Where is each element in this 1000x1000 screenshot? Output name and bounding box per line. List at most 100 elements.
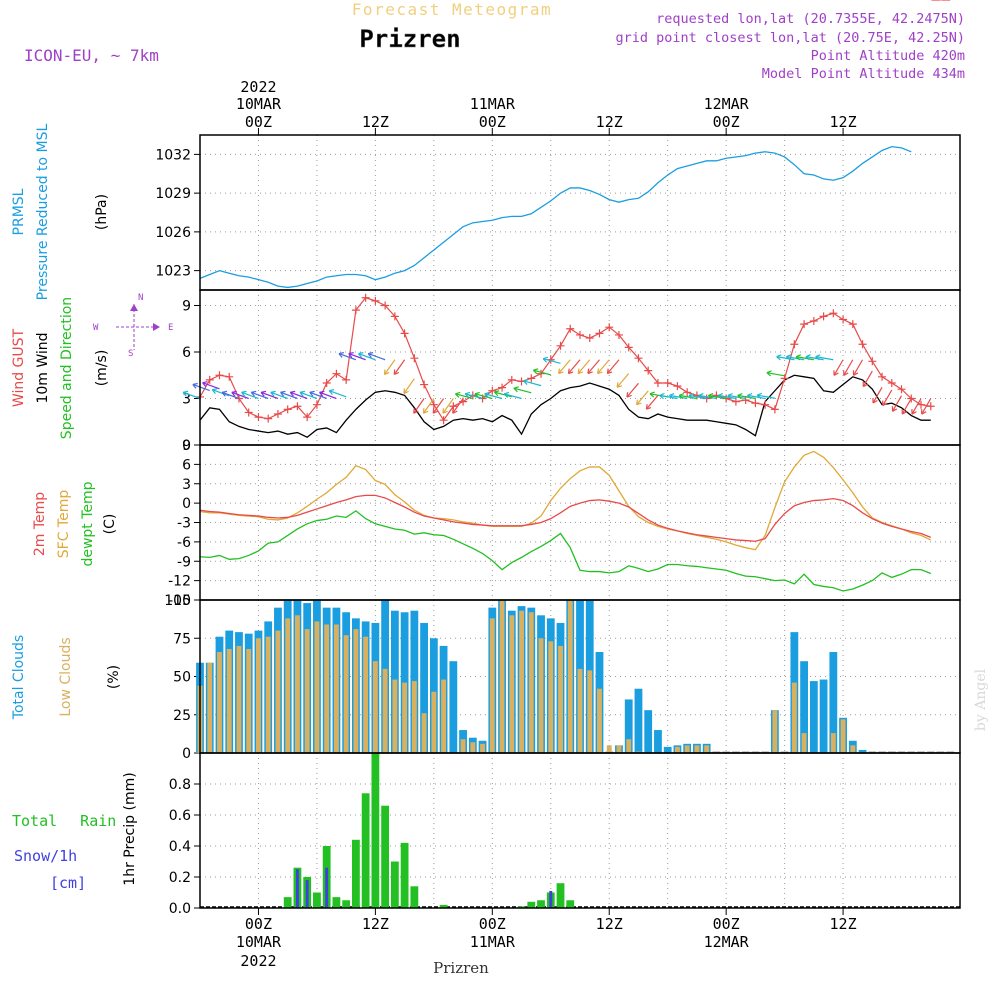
- wind-arrowhead: [270, 390, 276, 397]
- wind-direction-arrow: [862, 370, 873, 387]
- wind-direction-arrow: [513, 387, 532, 394]
- low-cloud-bar: [275, 630, 281, 753]
- wind-label: 10m Wind: [35, 332, 51, 403]
- prmsl-label: PRMSL: [11, 188, 27, 235]
- wind-arrowhead: [626, 392, 632, 398]
- wind-direction-arrow: [669, 394, 688, 400]
- wind-direction-arrow: [766, 372, 785, 377]
- wind-arrowhead: [795, 354, 802, 361]
- wind-arrowhead: [597, 368, 603, 375]
- wind-direction-arrow: [192, 383, 210, 392]
- wind-arrowhead: [413, 408, 419, 414]
- gust-marker: [897, 385, 906, 394]
- low-cloud-bar: [840, 719, 846, 753]
- low-cloud-bar: [314, 621, 320, 753]
- gust-marker: [381, 301, 390, 310]
- wind-arrowhead: [280, 390, 286, 397]
- dewpt-label: dewpt Temp: [80, 481, 96, 566]
- wind-arrowhead: [678, 393, 685, 400]
- total-cloud-bar: [809, 681, 818, 753]
- wind-direction-arrow: [796, 356, 814, 361]
- low-cloud-bar: [236, 645, 242, 753]
- wind-speed-line: [199, 374, 931, 439]
- gust-marker: [761, 400, 770, 409]
- low-cloud-bar: [324, 624, 330, 753]
- wind-arrowhead: [577, 368, 584, 375]
- clouds-unit: (%): [106, 665, 122, 689]
- low-cloud-bar: [421, 713, 427, 753]
- wind-arrowhead: [785, 354, 792, 361]
- compass-s: S: [128, 349, 133, 359]
- y-tick-label: 0.8: [169, 777, 191, 793]
- wind-arrowhead: [921, 409, 927, 415]
- total-cloud-bar: [858, 749, 867, 753]
- y-tick-label: 0: [182, 746, 191, 762]
- bottom-hour-label: 00Z: [479, 915, 506, 933]
- total-cloud-bar: [624, 699, 633, 753]
- low-cloud-bar: [470, 742, 476, 753]
- y-tick-label: 1023: [155, 264, 191, 280]
- gust-marker: [361, 293, 370, 302]
- wind-arrowhead: [843, 370, 849, 376]
- wind-arrowhead: [241, 390, 247, 397]
- snow-bar: [325, 867, 329, 908]
- y-tick-label: -12: [168, 574, 191, 590]
- top-hour-label: 00Z: [479, 113, 506, 131]
- wind-direction-arrow: [727, 394, 746, 400]
- snow-unit-label: [cm]: [50, 874, 86, 892]
- wind-direction-arrow: [260, 391, 279, 400]
- wind-arrowhead: [348, 352, 354, 358]
- wind-arrowhead: [669, 393, 675, 400]
- wind-direction-arrow: [533, 369, 551, 376]
- y-tick-label: 0: [182, 438, 191, 454]
- gust-marker: [653, 379, 662, 387]
- wind-direction-arrow: [679, 394, 698, 400]
- low-cloud-bar: [587, 670, 593, 753]
- low-cloud-bar: [567, 600, 573, 753]
- wind-arrowhead: [862, 381, 868, 388]
- wind-arrowhead: [464, 391, 471, 398]
- wind-arrowhead: [192, 382, 198, 389]
- low-cloud-bar: [509, 615, 515, 753]
- wind-direction-arrow: [423, 398, 435, 414]
- gust-marker: [371, 296, 380, 305]
- bottom-hour-label: 12Z: [362, 915, 389, 933]
- wind-direction-arrow: [319, 391, 337, 400]
- wind-direction-arrow: [270, 391, 288, 400]
- gust-marker: [429, 400, 438, 409]
- wind-arrowhead: [805, 354, 811, 361]
- sfc-temp-label: SFC Temp: [56, 490, 72, 559]
- wind-direction-arrow: [368, 353, 386, 361]
- wind-direction-arrow: [384, 359, 396, 375]
- wind-direction-arrow: [688, 394, 707, 400]
- wind-direction-arrow: [833, 359, 844, 376]
- pressure-panel: 1023 1026 1029 1032: [155, 135, 960, 290]
- total-cloud-bar: [819, 679, 828, 753]
- bottom-hour-label: 00Z: [245, 915, 272, 933]
- wind-direction-arrow: [474, 393, 493, 400]
- wind-arrowhead: [587, 368, 593, 375]
- gust-marker: [624, 343, 633, 352]
- wind-direction-arrow: [329, 390, 347, 398]
- wind-direction-arrow: [577, 359, 591, 374]
- top-date-label: 11MAR: [470, 95, 516, 113]
- top-year-label: 2022: [240, 78, 276, 96]
- wind-arrowhead: [513, 386, 519, 393]
- wind-direction-arrow: [212, 389, 230, 397]
- rain-bar: [342, 900, 351, 908]
- gust-marker: [848, 320, 857, 329]
- bottom-hour-label: 12Z: [830, 915, 857, 933]
- rain-bar: [527, 901, 536, 908]
- panel-frames: [199, 134, 961, 909]
- model-label: ICON-EU, ~ 7km: [24, 46, 159, 65]
- wind-arrowhead: [452, 408, 458, 414]
- wind-direction-arrow: [251, 391, 269, 400]
- total-cloud-bar: [663, 746, 672, 753]
- wind-direction-arrow: [882, 389, 893, 406]
- gust-marker: [605, 323, 614, 332]
- low-cloud-bar: [265, 636, 271, 753]
- low-cloud-bar: [577, 668, 583, 753]
- gust-marker: [585, 334, 594, 343]
- model-altitude: Model Point Altitude 434m: [762, 66, 965, 82]
- gust-marker: [498, 383, 507, 392]
